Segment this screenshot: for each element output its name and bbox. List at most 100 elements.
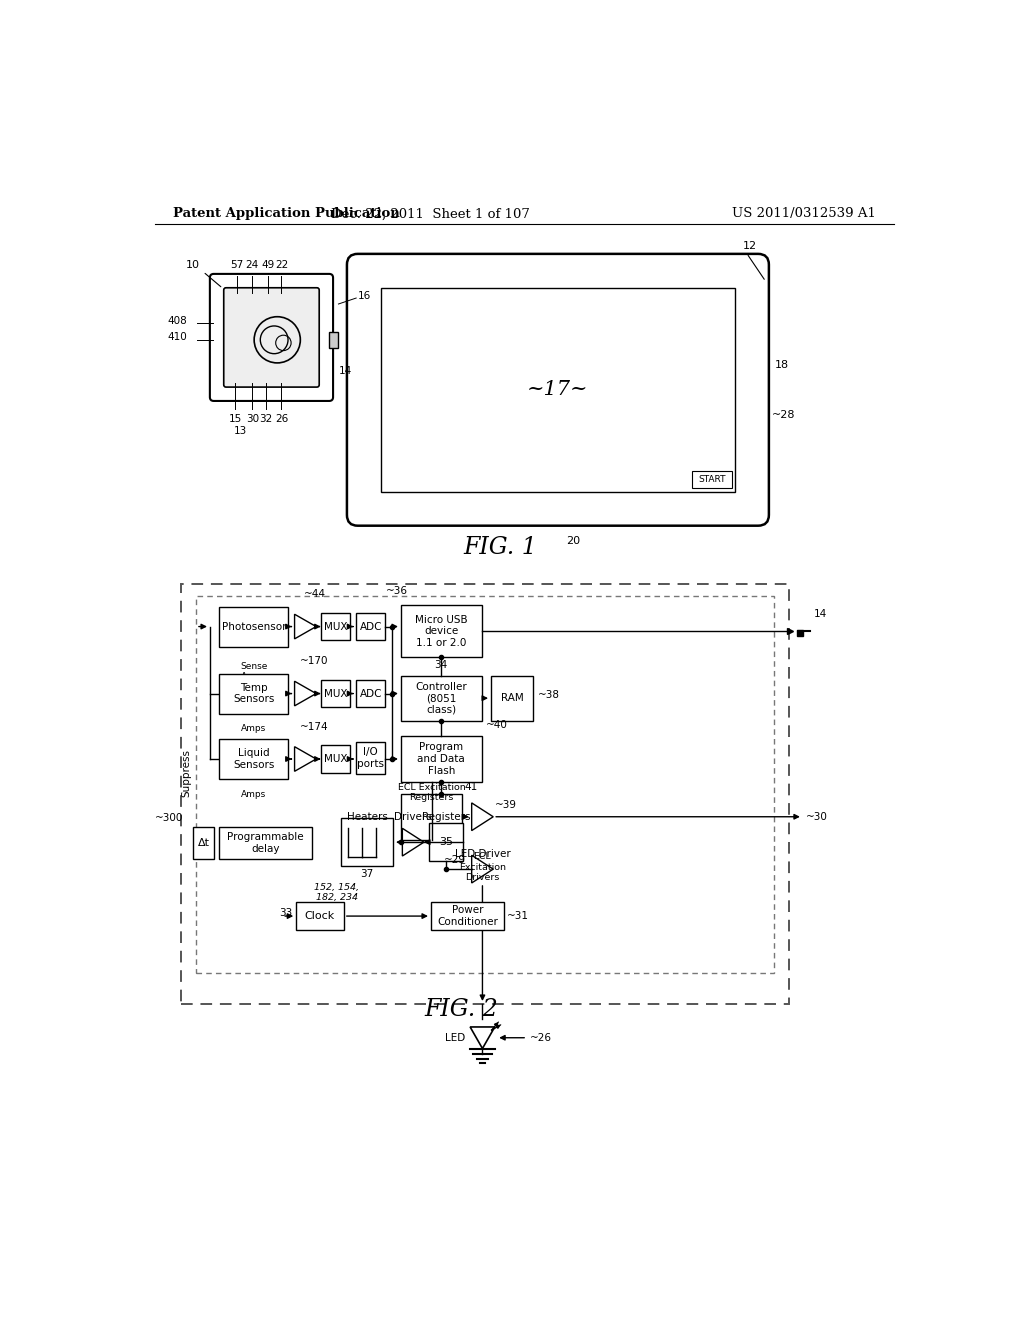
- Text: LED: LED: [445, 1032, 466, 1043]
- Text: Patent Application Publication: Patent Application Publication: [173, 207, 399, 220]
- Bar: [356, 680, 385, 708]
- Text: 14: 14: [813, 610, 826, 619]
- Text: ~31: ~31: [507, 911, 529, 921]
- Text: Drivers: Drivers: [394, 812, 432, 822]
- Text: ~28: ~28: [772, 409, 796, 420]
- Text: ECL Excitation
Registers: ECL Excitation Registers: [397, 783, 466, 803]
- Text: 41: 41: [464, 781, 477, 792]
- Text: 152, 154,
182, 234: 152, 154, 182, 234: [314, 883, 359, 903]
- Text: Suppress: Suppress: [182, 748, 191, 797]
- Text: 32: 32: [259, 414, 272, 424]
- Text: Programmable
delay: Programmable delay: [227, 832, 304, 854]
- Text: ADC: ADC: [359, 622, 382, 631]
- Text: Δt: Δt: [198, 838, 210, 847]
- Text: ~38: ~38: [538, 690, 560, 700]
- Text: ADC: ADC: [359, 689, 382, 698]
- Text: 49: 49: [261, 260, 274, 271]
- Text: Temp
Sensors: Temp Sensors: [233, 682, 274, 705]
- Text: 33: 33: [279, 908, 292, 919]
- Bar: [296, 903, 344, 929]
- Text: MUX: MUX: [324, 754, 347, 764]
- Text: ~39: ~39: [495, 800, 517, 809]
- Text: FIG. 2: FIG. 2: [425, 998, 499, 1020]
- FancyBboxPatch shape: [196, 595, 773, 973]
- Bar: [400, 605, 481, 657]
- Bar: [219, 739, 289, 779]
- Text: ~17~: ~17~: [527, 380, 589, 399]
- FancyBboxPatch shape: [223, 288, 319, 387]
- Text: Micro USB
device
1.1 or 2.0: Micro USB device 1.1 or 2.0: [415, 615, 468, 648]
- Text: 37: 37: [360, 869, 374, 879]
- Text: 13: 13: [234, 426, 247, 437]
- Text: 14: 14: [339, 366, 352, 376]
- Bar: [356, 742, 385, 775]
- Text: ~170: ~170: [300, 656, 329, 667]
- Bar: [490, 676, 534, 721]
- Bar: [219, 673, 289, 714]
- FancyBboxPatch shape: [347, 253, 769, 525]
- Text: 408: 408: [168, 315, 187, 326]
- Text: Controller
(8051
class): Controller (8051 class): [416, 681, 467, 714]
- Bar: [356, 612, 385, 640]
- Bar: [429, 822, 463, 862]
- Text: ECL
Excitation
Drivers: ECL Excitation Drivers: [459, 853, 506, 882]
- Text: 26: 26: [274, 414, 288, 424]
- Text: 20: 20: [566, 536, 581, 546]
- Text: ~44: ~44: [303, 589, 326, 599]
- Text: 35: 35: [439, 837, 453, 847]
- Text: Clock: Clock: [305, 911, 335, 921]
- Text: MUX: MUX: [324, 689, 347, 698]
- Text: ~30: ~30: [806, 812, 827, 822]
- Text: ~26: ~26: [530, 1032, 552, 1043]
- FancyBboxPatch shape: [210, 275, 333, 401]
- Bar: [400, 793, 463, 840]
- Text: Power
Conditioner: Power Conditioner: [437, 906, 498, 927]
- Text: 410: 410: [168, 333, 187, 342]
- Bar: [219, 826, 311, 859]
- Text: START: START: [698, 475, 726, 484]
- Bar: [400, 737, 481, 781]
- Bar: [321, 680, 350, 708]
- Text: 34: 34: [434, 660, 447, 671]
- Text: US 2011/0312539 A1: US 2011/0312539 A1: [732, 207, 876, 220]
- Text: LED Driver: LED Driver: [455, 849, 510, 859]
- Bar: [193, 826, 214, 859]
- Text: Amps: Amps: [241, 725, 266, 734]
- Text: 57: 57: [230, 260, 244, 271]
- Text: ~36: ~36: [386, 586, 408, 597]
- Text: Heaters: Heaters: [346, 812, 387, 822]
- Text: 12: 12: [742, 240, 757, 251]
- Text: Program
and Data
Flash: Program and Data Flash: [418, 742, 465, 776]
- Text: Registers: Registers: [422, 812, 470, 822]
- Text: RAM: RAM: [501, 693, 523, 704]
- Text: ~300: ~300: [156, 813, 183, 822]
- Text: 15: 15: [228, 414, 242, 424]
- Bar: [400, 676, 481, 721]
- Text: Sense
Amps: Sense Amps: [240, 663, 267, 681]
- Text: 18: 18: [775, 360, 790, 370]
- Bar: [381, 288, 735, 492]
- Text: 16: 16: [357, 290, 371, 301]
- FancyBboxPatch shape: [180, 585, 788, 1003]
- Bar: [321, 744, 350, 774]
- Bar: [219, 607, 289, 647]
- Text: I/O
ports: I/O ports: [357, 747, 384, 770]
- Text: Liquid
Sensors: Liquid Sensors: [233, 748, 274, 770]
- Text: 30: 30: [246, 414, 259, 424]
- Text: Amps: Amps: [241, 789, 266, 799]
- Text: Dec. 22, 2011  Sheet 1 of 107: Dec. 22, 2011 Sheet 1 of 107: [332, 207, 530, 220]
- Text: MUX: MUX: [324, 622, 347, 631]
- Bar: [431, 903, 504, 929]
- Text: 22: 22: [274, 260, 288, 271]
- Text: ~29: ~29: [443, 855, 466, 865]
- Bar: [321, 612, 350, 640]
- Bar: [330, 333, 339, 347]
- Text: 24: 24: [246, 260, 259, 271]
- Bar: [692, 471, 732, 488]
- Text: ~40: ~40: [486, 721, 508, 730]
- Bar: [341, 818, 393, 866]
- Text: ~174: ~174: [300, 722, 329, 731]
- Text: Photosensor: Photosensor: [221, 622, 286, 631]
- Text: FIG. 1: FIG. 1: [463, 536, 537, 558]
- Text: 10: 10: [186, 260, 200, 271]
